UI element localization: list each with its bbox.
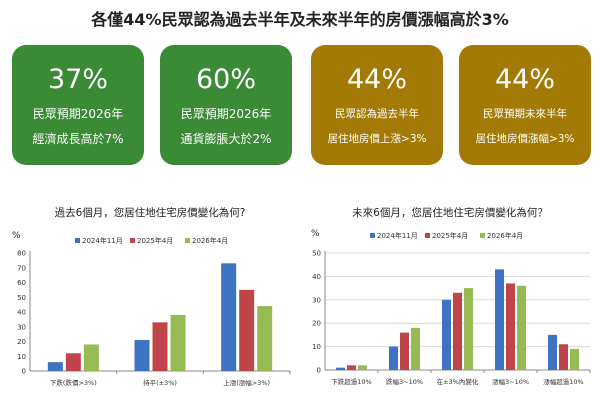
chart1-ytick-label: 70 <box>17 264 26 272</box>
stat-card-past-house-price: 44% 民眾認為過去半年 居住地房價上漲>3% <box>311 45 443 165</box>
stat-card-future-house-price: 44% 民眾預期未來半年 居住地房價漲幅>3% <box>459 45 591 165</box>
chart1-ytick-label: 20 <box>17 338 26 346</box>
chart2-legend-swatch <box>480 233 485 238</box>
chart2-bar <box>389 346 398 370</box>
stat-card-line1: 民眾預期2026年 <box>32 107 124 121</box>
chart2-bar <box>358 365 367 370</box>
chart1-category-label: 持平(±3%) <box>143 378 177 387</box>
chart1-legend-label: 2025年4月 <box>137 236 173 245</box>
chart1-category-label: 上漲(漲幅>3%) <box>223 378 270 387</box>
chart1-ytick-label: 30 <box>17 323 26 331</box>
chart2-legend-label: 2024年11月 <box>377 231 418 240</box>
stat-card-line1: 民眾預期未來半年 <box>483 108 567 120</box>
stat-card-inflation: 60% 民眾預期2026年 通貨膨脹大於2% <box>160 45 292 165</box>
chart1-ytick-label: 60 <box>17 279 26 287</box>
chart1-bar <box>221 263 237 371</box>
chart2-title: 未來6個月，您居住地住宅房價變化為何？ <box>352 206 548 219</box>
chart1-bar <box>257 306 273 371</box>
stat-card-line1: 民眾認為過去半年 <box>335 108 419 120</box>
stat-card-percent: 60% <box>195 64 256 95</box>
chart2-category-label: 漲幅3~10% <box>492 377 529 386</box>
chart2-bar <box>517 285 526 370</box>
chart1-ytick-label: 10 <box>17 353 26 361</box>
chart1-ylabel: % <box>12 231 21 241</box>
chart2-bar <box>400 332 409 370</box>
chart1-legend-label: 2024年11月 <box>82 236 123 245</box>
chart1-ytick-label: 80 <box>17 250 26 258</box>
chart1-category-label: 下跌(跌價>3%) <box>50 378 97 387</box>
chart1-bar <box>170 314 186 371</box>
chart1-legend-swatch <box>185 238 190 243</box>
chart1-bar <box>152 322 168 371</box>
chart2-bar <box>559 344 568 370</box>
stat-card-percent: 37% <box>47 64 108 95</box>
chart2-category-label: 在±3%內變化 <box>437 377 479 386</box>
stat-card-line2: 居住地房價上漲>3% <box>327 133 427 145</box>
chart2-bar <box>570 348 579 370</box>
chart1-bar <box>239 289 255 371</box>
chart2-bar <box>347 365 356 370</box>
page-title: 各僅44%民眾認為過去半年及未來半年的房價漲幅高於3% <box>91 10 509 29</box>
stat-card-economic-growth: 37% 民眾預期2026年 經濟成長高於7% <box>12 45 144 165</box>
chart2-bar <box>453 292 462 370</box>
chart1-ytick-label: 40 <box>17 309 26 317</box>
chart2-category-label: 漲幅超過10% <box>543 377 583 386</box>
chart2-ytick-label: 10 <box>312 343 321 351</box>
chart2-legend-label: 2026年4月 <box>487 231 523 240</box>
chart1-legend-swatch <box>75 238 80 243</box>
chart2-ytick-label: 0 <box>317 367 321 375</box>
chart2-bar <box>336 367 345 370</box>
stat-card-line2: 通貨膨脹大於2% <box>180 132 272 146</box>
chart1-ytick-label: 50 <box>17 294 26 302</box>
chart2-ylabel: % <box>311 229 320 239</box>
chart2-ytick-label: 20 <box>312 320 321 328</box>
stat-card-percent: 44% <box>346 64 407 95</box>
chart1-title: 過去6個月，您居住地住宅房價變化為何? <box>55 206 246 219</box>
stat-card-percent: 44% <box>494 64 555 95</box>
chart2-ytick-label: 40 <box>312 273 321 281</box>
chart2-category-label: 下跌超過10% <box>331 377 371 386</box>
chart1-bar <box>134 340 150 371</box>
chart2-bar <box>495 269 504 370</box>
chart1-bar <box>47 362 63 371</box>
chart2-legend-swatch <box>425 233 430 238</box>
chart2-legend-swatch <box>370 233 375 238</box>
chart2-bar <box>442 299 451 370</box>
chart2-ytick-label: 50 <box>312 250 321 258</box>
chart2-bar <box>411 327 420 370</box>
chart1-ytick-label: 0 <box>22 368 26 376</box>
chart2-bar <box>548 334 557 370</box>
chart2-bar <box>464 288 473 370</box>
chart1-legend-swatch <box>130 238 135 243</box>
stat-card-line2: 居住地房價漲幅>3% <box>475 133 575 145</box>
chart1-legend-label: 2026年4月 <box>192 236 228 245</box>
chart2-category-label: 跌幅3~10% <box>386 377 423 386</box>
stat-card-line1: 民眾預期2026年 <box>180 107 272 121</box>
stat-card-line2: 經濟成長高於7% <box>32 132 124 146</box>
chart2-bar <box>506 283 515 370</box>
chart2-legend-label: 2025年4月 <box>432 231 468 240</box>
chart2-ytick-label: 30 <box>312 296 321 304</box>
chart1-bar <box>65 353 81 371</box>
chart1-bar <box>83 344 99 371</box>
